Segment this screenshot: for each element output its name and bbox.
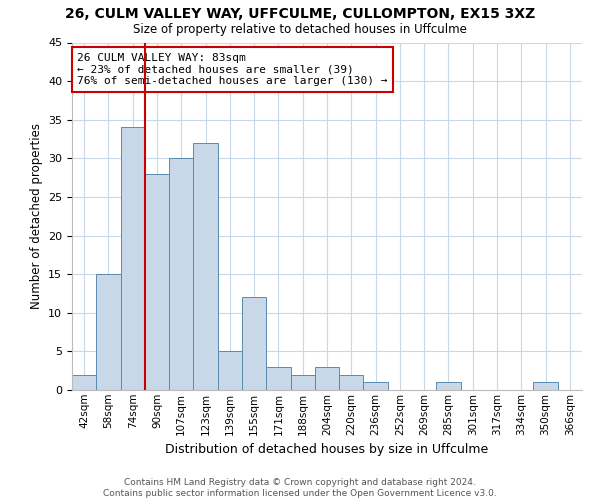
- Text: Contains HM Land Registry data © Crown copyright and database right 2024.
Contai: Contains HM Land Registry data © Crown c…: [103, 478, 497, 498]
- Bar: [364, 382, 388, 390]
- Bar: [121, 128, 145, 390]
- Bar: [266, 367, 290, 390]
- Bar: [533, 382, 558, 390]
- Bar: [218, 352, 242, 390]
- Bar: [290, 374, 315, 390]
- Text: 26, CULM VALLEY WAY, UFFCULME, CULLOMPTON, EX15 3XZ: 26, CULM VALLEY WAY, UFFCULME, CULLOMPTO…: [65, 8, 535, 22]
- Bar: [242, 298, 266, 390]
- Text: 26 CULM VALLEY WAY: 83sqm
← 23% of detached houses are smaller (39)
76% of semi-: 26 CULM VALLEY WAY: 83sqm ← 23% of detac…: [77, 53, 388, 86]
- Bar: [72, 374, 96, 390]
- Y-axis label: Number of detached properties: Number of detached properties: [29, 123, 43, 309]
- Bar: [315, 367, 339, 390]
- Bar: [169, 158, 193, 390]
- Bar: [436, 382, 461, 390]
- Bar: [96, 274, 121, 390]
- Bar: [145, 174, 169, 390]
- Bar: [193, 143, 218, 390]
- Bar: [339, 374, 364, 390]
- Text: Size of property relative to detached houses in Uffculme: Size of property relative to detached ho…: [133, 22, 467, 36]
- X-axis label: Distribution of detached houses by size in Uffculme: Distribution of detached houses by size …: [166, 443, 488, 456]
